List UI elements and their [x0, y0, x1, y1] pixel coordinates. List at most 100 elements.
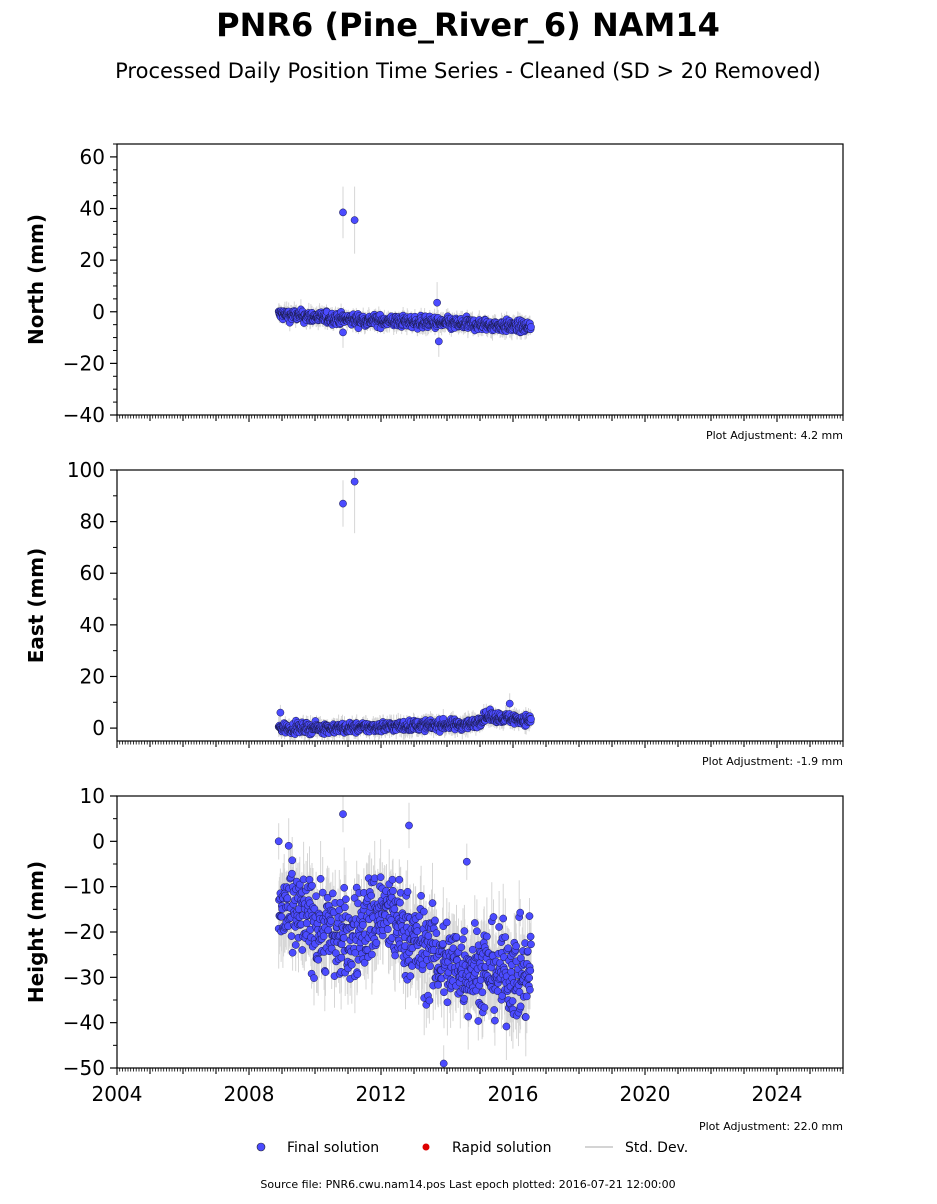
- data-point: [527, 716, 534, 723]
- data-point: [444, 999, 451, 1006]
- data-point: [418, 892, 425, 899]
- data-point: [475, 1017, 482, 1024]
- data-point: [524, 948, 531, 955]
- data-point: [496, 923, 503, 930]
- data-point: [506, 700, 513, 707]
- data-point: [527, 967, 534, 974]
- y-tick-label: 0: [92, 716, 105, 740]
- data-point: [434, 299, 441, 306]
- data-point: [377, 874, 384, 881]
- data-point: [322, 969, 329, 976]
- data-point: [526, 974, 533, 981]
- data-point: [320, 933, 327, 940]
- data-point: [288, 933, 295, 940]
- y-axis-label: North (mm): [24, 214, 48, 345]
- data-point: [420, 908, 427, 915]
- data-point: [427, 963, 434, 970]
- data-point: [471, 919, 478, 926]
- data-point: [513, 943, 520, 950]
- data-point: [368, 951, 375, 958]
- data-point: [527, 941, 534, 948]
- data-point: [313, 893, 320, 900]
- plot-adjustment-label: Plot Adjustment: -1.9 mm: [702, 755, 843, 768]
- data-point: [359, 921, 366, 928]
- data-point: [329, 890, 336, 897]
- data-point: [443, 919, 450, 926]
- data-point: [284, 895, 291, 902]
- data-point: [396, 876, 403, 883]
- y-tick-label: 60: [80, 561, 105, 585]
- data-point: [354, 971, 361, 978]
- data-point: [289, 857, 296, 864]
- data-point: [461, 995, 468, 1002]
- data-point: [342, 896, 349, 903]
- data-point: [461, 928, 468, 935]
- y-tick-label: 80: [80, 510, 105, 534]
- data-point: [396, 899, 403, 906]
- data-point: [425, 932, 432, 939]
- y-axis-label: East (mm): [24, 548, 48, 664]
- data-point: [310, 975, 317, 982]
- y-tick-label: 100: [67, 458, 105, 482]
- data-point: [491, 1017, 498, 1024]
- data-point: [339, 329, 346, 336]
- data-point: [339, 209, 346, 216]
- data-point: [426, 997, 433, 1004]
- data-point: [509, 998, 516, 1005]
- data-point: [288, 870, 295, 877]
- data-point: [435, 338, 442, 345]
- data-point: [338, 954, 345, 961]
- data-point: [523, 993, 530, 1000]
- data-point: [407, 973, 414, 980]
- y-tick-label: 20: [80, 664, 105, 688]
- panel-1: 0 20 40 60 80 100 East (mm) Plot Adjustment: -1…: [24, 430, 843, 768]
- data-point: [522, 1013, 529, 1020]
- data-point: [508, 968, 515, 975]
- data-point: [277, 709, 284, 716]
- data-point: [527, 933, 534, 940]
- data-point: [392, 952, 399, 959]
- y-tick-label: 60: [80, 145, 105, 169]
- data-point: [340, 934, 347, 941]
- data-point: [433, 930, 440, 937]
- data-point: [289, 949, 296, 956]
- data-point: [465, 1013, 472, 1020]
- data-point: [491, 1006, 498, 1013]
- final-solution-points: [275, 478, 535, 738]
- data-point: [469, 946, 476, 953]
- data-point: [490, 913, 497, 920]
- data-point: [479, 989, 486, 996]
- data-point: [389, 876, 396, 883]
- data-point: [502, 934, 509, 941]
- data-point: [292, 941, 299, 948]
- chart-subtitle: Processed Daily Position Time Series - C…: [115, 59, 821, 83]
- data-point: [373, 939, 380, 946]
- data-point: [505, 945, 512, 952]
- data-point: [517, 909, 524, 916]
- data-point: [327, 917, 334, 924]
- data-point: [339, 811, 346, 818]
- chart-title: PNR6 (Pine_River_6) NAM14: [216, 6, 720, 44]
- data-point: [317, 875, 324, 882]
- data-point: [458, 944, 465, 951]
- data-point: [391, 905, 398, 912]
- data-point: [351, 478, 358, 485]
- data-point: [429, 900, 436, 907]
- std-dev-bars: [279, 430, 531, 744]
- data-point: [481, 1004, 488, 1011]
- y-tick-label: 40: [80, 613, 105, 637]
- data-point: [341, 904, 348, 911]
- data-point: [404, 888, 411, 895]
- data-point: [431, 917, 438, 924]
- data-point: [384, 926, 391, 933]
- y-tick-label: −40: [63, 403, 105, 427]
- data-point: [453, 934, 460, 941]
- data-point: [299, 946, 306, 953]
- data-point: [315, 956, 322, 963]
- data-point: [389, 887, 396, 894]
